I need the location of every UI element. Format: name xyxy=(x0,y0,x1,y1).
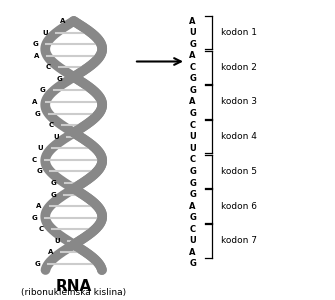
Text: U: U xyxy=(54,238,60,244)
Text: G: G xyxy=(189,40,196,49)
Text: G: G xyxy=(189,260,196,268)
Text: U: U xyxy=(189,28,196,37)
Text: C: C xyxy=(39,226,44,232)
Text: G: G xyxy=(189,86,196,95)
Text: G: G xyxy=(189,74,196,83)
Text: C: C xyxy=(190,155,196,164)
Text: G: G xyxy=(56,76,62,82)
Text: kodon 2: kodon 2 xyxy=(221,63,257,72)
Text: C: C xyxy=(32,157,37,163)
Text: A: A xyxy=(32,99,37,105)
Text: (ribonukleinska kislina): (ribonukleinska kislina) xyxy=(21,288,126,297)
Text: U: U xyxy=(189,132,196,141)
Text: G: G xyxy=(189,213,196,222)
Text: G: G xyxy=(31,215,37,221)
Text: G: G xyxy=(40,87,46,93)
Text: kodon 1: kodon 1 xyxy=(221,28,257,37)
Text: kodon 6: kodon 6 xyxy=(221,202,257,211)
Text: G: G xyxy=(189,178,196,188)
Text: A: A xyxy=(48,249,53,255)
Text: G: G xyxy=(189,167,196,176)
Text: A: A xyxy=(189,98,196,106)
Text: A: A xyxy=(189,51,196,60)
Text: kodon 7: kodon 7 xyxy=(221,236,257,245)
Text: kodon 3: kodon 3 xyxy=(221,98,257,106)
Text: C: C xyxy=(190,225,196,234)
Text: A: A xyxy=(189,202,196,211)
Text: A: A xyxy=(60,18,65,24)
Text: G: G xyxy=(50,192,56,198)
Text: U: U xyxy=(38,145,44,151)
Text: G: G xyxy=(35,111,40,117)
Text: kodon 4: kodon 4 xyxy=(221,132,257,141)
Text: G: G xyxy=(36,168,42,174)
Text: A: A xyxy=(189,248,196,257)
Text: U: U xyxy=(189,144,196,153)
Text: kodon 5: kodon 5 xyxy=(221,167,257,176)
Text: C: C xyxy=(48,122,54,128)
Text: G: G xyxy=(51,180,57,186)
Text: U: U xyxy=(189,236,196,245)
Text: G: G xyxy=(189,190,196,199)
Text: RNA: RNA xyxy=(56,279,92,294)
Text: A: A xyxy=(189,16,196,26)
Text: C: C xyxy=(190,121,196,130)
Text: A: A xyxy=(34,53,39,59)
Text: C: C xyxy=(46,64,51,70)
Text: G: G xyxy=(34,261,40,267)
Text: G: G xyxy=(32,41,38,47)
Text: U: U xyxy=(43,30,48,36)
Text: U: U xyxy=(53,134,59,140)
Text: G: G xyxy=(189,109,196,118)
Text: C: C xyxy=(190,63,196,72)
Text: A: A xyxy=(36,203,42,209)
